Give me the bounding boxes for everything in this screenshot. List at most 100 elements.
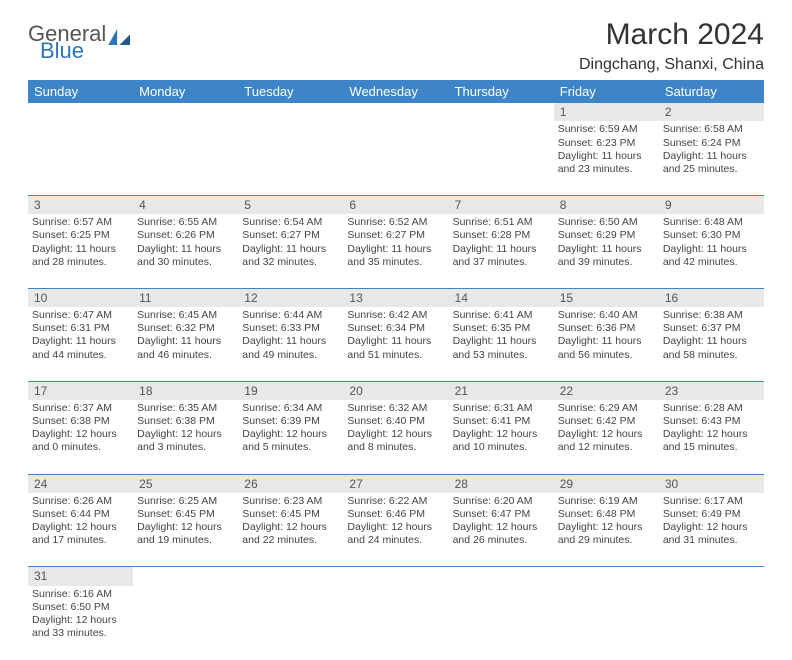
sunset-line: Sunset: 6:29 PM: [558, 229, 655, 242]
sunrise-line: Sunrise: 6:35 AM: [137, 402, 234, 415]
day-number-cell: [133, 103, 238, 121]
day-number-cell: [343, 103, 448, 121]
sunrise-line: Sunrise: 6:55 AM: [137, 216, 234, 229]
calendar-table: Sunday Monday Tuesday Wednesday Thursday…: [28, 80, 764, 660]
daylight-line: Daylight: 11 hours and 53 minutes.: [453, 335, 550, 361]
daylight-line: Daylight: 12 hours and 19 minutes.: [137, 521, 234, 547]
daylight-line: Daylight: 12 hours and 26 minutes.: [453, 521, 550, 547]
sunrise-line: Sunrise: 6:54 AM: [242, 216, 339, 229]
sunrise-line: Sunrise: 6:37 AM: [32, 402, 129, 415]
day-detail-cell: Sunrise: 6:50 AMSunset: 6:29 PMDaylight:…: [554, 214, 659, 288]
sunrise-line: Sunrise: 6:20 AM: [453, 495, 550, 508]
day-detail-cell: [659, 586, 764, 660]
sunrise-line: Sunrise: 6:22 AM: [347, 495, 444, 508]
day-number-cell: 9: [659, 195, 764, 214]
daylight-line: Daylight: 11 hours and 25 minutes.: [663, 150, 760, 176]
day-number-cell: [449, 103, 554, 121]
col-thursday: Thursday: [449, 80, 554, 103]
daylight-line: Daylight: 11 hours and 23 minutes.: [558, 150, 655, 176]
day-detail-cell: [238, 586, 343, 660]
day-number-cell: 18: [133, 381, 238, 400]
day-number-cell: 27: [343, 474, 448, 493]
sunrise-line: Sunrise: 6:31 AM: [453, 402, 550, 415]
daylight-line: Daylight: 11 hours and 56 minutes.: [558, 335, 655, 361]
day-number-cell: 19: [238, 381, 343, 400]
sunset-line: Sunset: 6:34 PM: [347, 322, 444, 335]
day-detail-cell: [133, 586, 238, 660]
daylight-line: Daylight: 12 hours and 12 minutes.: [558, 428, 655, 454]
day-detail-cell: [133, 121, 238, 195]
day-number-cell: 5: [238, 195, 343, 214]
daylight-line: Daylight: 11 hours and 44 minutes.: [32, 335, 129, 361]
logo: General Blue: [28, 24, 130, 61]
sunset-line: Sunset: 6:23 PM: [558, 137, 655, 150]
day-detail-cell: Sunrise: 6:28 AMSunset: 6:43 PMDaylight:…: [659, 400, 764, 474]
sunset-line: Sunset: 6:26 PM: [137, 229, 234, 242]
day-number-cell: 1: [554, 103, 659, 121]
day-detail-cell: [28, 121, 133, 195]
sunrise-line: Sunrise: 6:17 AM: [663, 495, 760, 508]
day-number-cell: 17: [28, 381, 133, 400]
day-number-cell: [659, 567, 764, 586]
day-detail-cell: Sunrise: 6:59 AMSunset: 6:23 PMDaylight:…: [554, 121, 659, 195]
day-number-cell: [343, 567, 448, 586]
day-number-cell: 22: [554, 381, 659, 400]
daylight-line: Daylight: 11 hours and 28 minutes.: [32, 243, 129, 269]
day-detail-cell: [449, 121, 554, 195]
day-number-cell: 31: [28, 567, 133, 586]
sunrise-line: Sunrise: 6:51 AM: [453, 216, 550, 229]
col-friday: Friday: [554, 80, 659, 103]
day-number-cell: [28, 103, 133, 121]
day-detail-cell: Sunrise: 6:29 AMSunset: 6:42 PMDaylight:…: [554, 400, 659, 474]
day-number-cell: [238, 567, 343, 586]
day-detail-cell: Sunrise: 6:17 AMSunset: 6:49 PMDaylight:…: [659, 493, 764, 567]
sunset-line: Sunset: 6:32 PM: [137, 322, 234, 335]
day-number-cell: 7: [449, 195, 554, 214]
day-detail-cell: Sunrise: 6:48 AMSunset: 6:30 PMDaylight:…: [659, 214, 764, 288]
sunset-line: Sunset: 6:38 PM: [32, 415, 129, 428]
sunrise-line: Sunrise: 6:42 AM: [347, 309, 444, 322]
daynum-row: 24252627282930: [28, 474, 764, 493]
logo-text-blue: Blue: [40, 41, 130, 61]
day-detail-cell: Sunrise: 6:44 AMSunset: 6:33 PMDaylight:…: [238, 307, 343, 381]
daylight-line: Daylight: 12 hours and 3 minutes.: [137, 428, 234, 454]
sunset-line: Sunset: 6:45 PM: [242, 508, 339, 521]
sunrise-line: Sunrise: 6:58 AM: [663, 123, 760, 136]
day-number-cell: 4: [133, 195, 238, 214]
sunset-line: Sunset: 6:47 PM: [453, 508, 550, 521]
sunset-line: Sunset: 6:48 PM: [558, 508, 655, 521]
sunset-line: Sunset: 6:42 PM: [558, 415, 655, 428]
detail-row: Sunrise: 6:26 AMSunset: 6:44 PMDaylight:…: [28, 493, 764, 567]
sunrise-line: Sunrise: 6:25 AM: [137, 495, 234, 508]
sunrise-line: Sunrise: 6:28 AM: [663, 402, 760, 415]
daylight-line: Daylight: 12 hours and 10 minutes.: [453, 428, 550, 454]
day-detail-cell: Sunrise: 6:55 AMSunset: 6:26 PMDaylight:…: [133, 214, 238, 288]
day-number-cell: 6: [343, 195, 448, 214]
sunset-line: Sunset: 6:45 PM: [137, 508, 234, 521]
day-detail-cell: [554, 586, 659, 660]
daylight-line: Daylight: 12 hours and 33 minutes.: [32, 614, 129, 640]
detail-row: Sunrise: 6:57 AMSunset: 6:25 PMDaylight:…: [28, 214, 764, 288]
day-number-cell: 30: [659, 474, 764, 493]
detail-row: Sunrise: 6:59 AMSunset: 6:23 PMDaylight:…: [28, 121, 764, 195]
day-number-cell: 2: [659, 103, 764, 121]
sunrise-line: Sunrise: 6:45 AM: [137, 309, 234, 322]
sunrise-line: Sunrise: 6:47 AM: [32, 309, 129, 322]
day-detail-cell: [343, 121, 448, 195]
day-detail-cell: Sunrise: 6:23 AMSunset: 6:45 PMDaylight:…: [238, 493, 343, 567]
day-number-cell: 26: [238, 474, 343, 493]
daylight-line: Daylight: 12 hours and 0 minutes.: [32, 428, 129, 454]
day-detail-cell: Sunrise: 6:58 AMSunset: 6:24 PMDaylight:…: [659, 121, 764, 195]
day-detail-cell: Sunrise: 6:47 AMSunset: 6:31 PMDaylight:…: [28, 307, 133, 381]
day-detail-cell: Sunrise: 6:52 AMSunset: 6:27 PMDaylight:…: [343, 214, 448, 288]
sunrise-line: Sunrise: 6:19 AM: [558, 495, 655, 508]
daynum-row: 10111213141516: [28, 288, 764, 307]
day-number-cell: 25: [133, 474, 238, 493]
sunset-line: Sunset: 6:46 PM: [347, 508, 444, 521]
day-number-cell: 14: [449, 288, 554, 307]
daylight-line: Daylight: 11 hours and 32 minutes.: [242, 243, 339, 269]
detail-row: Sunrise: 6:37 AMSunset: 6:38 PMDaylight:…: [28, 400, 764, 474]
sunrise-line: Sunrise: 6:29 AM: [558, 402, 655, 415]
daylight-line: Daylight: 11 hours and 30 minutes.: [137, 243, 234, 269]
day-detail-cell: Sunrise: 6:32 AMSunset: 6:40 PMDaylight:…: [343, 400, 448, 474]
